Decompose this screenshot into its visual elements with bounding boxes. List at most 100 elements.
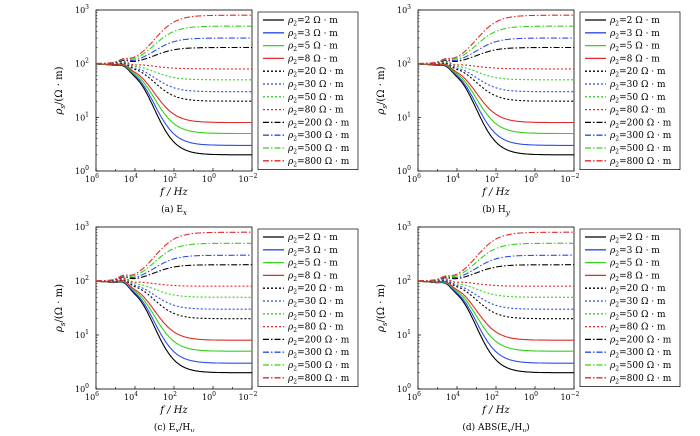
legend-label: ρ2=80 Ω · m xyxy=(287,323,344,335)
legend-label: ρ2=30 Ω · m xyxy=(287,80,344,92)
series-line-30 xyxy=(418,62,574,93)
legend-label: ρ2=50 Ω · m xyxy=(287,93,344,105)
legend-label: ρ2=800 Ω · m xyxy=(609,374,672,386)
series-line-50 xyxy=(418,278,574,298)
x-axis-label: f / Hz xyxy=(159,187,188,198)
y-tick-label: 100 xyxy=(397,383,411,394)
plot-frame xyxy=(417,9,575,172)
plot-frame xyxy=(417,226,575,390)
legend-label: ρ2=200 Ω · m xyxy=(609,335,672,347)
series-line-3 xyxy=(96,63,252,146)
series-line-20 xyxy=(96,62,252,102)
legend-label: ρ2=50 Ω · m xyxy=(609,310,666,322)
legend-label: ρ2=8 Ω · m xyxy=(609,54,660,66)
panel-4: 106 104 102 100 10−2 100 101 102 103 ρs/(Ω · m) f … xyxy=(376,221,681,435)
y-tick-label: 103 xyxy=(75,221,89,232)
x-tick-label: 10−2 xyxy=(560,391,579,402)
series-line-30 xyxy=(96,278,252,310)
series-line-500 xyxy=(418,242,574,282)
y-tick-label: 101 xyxy=(397,329,411,340)
panel-1: 106 104 102 100 10−2 100 101 102 103 ρs/(Ω · m) f … xyxy=(54,4,359,217)
series-line-30 xyxy=(96,62,252,93)
x-tick-label: 104 xyxy=(446,391,460,402)
series-line-5 xyxy=(418,280,574,352)
legend-label: ρ2=200 Ω · m xyxy=(609,118,672,129)
legend: ρ2=2 Ω · mρ2=3 Ω · mρ2=5 Ω · mρ2=8 Ω · m… xyxy=(257,228,359,387)
legend-label: ρ2=2 Ω · m xyxy=(609,233,660,245)
legend: ρ2=2 Ω · mρ2=3 Ω · mρ2=5 Ω · mρ2=8 Ω · m… xyxy=(579,228,681,387)
panel-3: 106 104 102 100 10−2 100 101 102 103 ρs/(Ω · m) f … xyxy=(54,221,359,435)
series-line-500 xyxy=(96,242,252,282)
panel-2: 106 104 102 100 10−2 100 101 102 103 ρs/(Ω · m) f … xyxy=(376,4,681,217)
panel-caption: (a) Ex xyxy=(161,204,187,217)
series-line-200 xyxy=(96,264,252,282)
panel-caption: (b) Hy xyxy=(482,204,511,217)
x-axis-label: f / Hz xyxy=(159,405,188,416)
legend-label: ρ2=8 Ω · m xyxy=(287,54,338,66)
legend: ρ2=2 Ω · mρ2=3 Ω · mρ2=5 Ω · mρ2=8 Ω · m… xyxy=(579,11,681,170)
legend-label: ρ2=5 Ω · m xyxy=(609,259,660,271)
x-tick-label: 106 xyxy=(407,173,421,184)
legend-label: ρ2=80 Ω · m xyxy=(287,106,344,118)
x-tick-label: 106 xyxy=(85,391,99,402)
series-line-50 xyxy=(418,61,574,81)
legend-label: ρ2=20 Ω · m xyxy=(287,67,344,79)
series-line-8 xyxy=(418,63,574,124)
legend-label: ρ2=300 Ω · m xyxy=(287,348,350,360)
x-tick-label: 106 xyxy=(407,391,421,402)
legend-label: ρ2=5 Ω · m xyxy=(609,42,660,54)
series-line-800 xyxy=(96,231,252,282)
y-tick-label: 103 xyxy=(397,4,411,15)
legend-label: ρ2=30 Ω · m xyxy=(609,297,666,309)
series-line-5 xyxy=(96,280,252,352)
x-axis-label: f / Hz xyxy=(481,405,510,416)
y-tick-label: 100 xyxy=(75,383,89,394)
legend-box xyxy=(257,228,359,387)
x-tick-label: 102 xyxy=(163,173,177,184)
legend-label: ρ2=5 Ω · m xyxy=(287,42,338,54)
series-line-800 xyxy=(418,14,574,65)
series-line-8 xyxy=(96,63,252,124)
legend-label: ρ2=500 Ω · m xyxy=(609,144,672,156)
x-tick-label: 100 xyxy=(202,391,216,402)
legend-label: ρ2=3 Ω · m xyxy=(287,29,338,41)
plot-frame xyxy=(95,226,253,390)
x-tick-label: 102 xyxy=(485,391,499,402)
legend-box xyxy=(257,11,359,170)
y-tick-label: 100 xyxy=(397,165,411,176)
series-line-500 xyxy=(418,25,574,65)
x-tick-label: 104 xyxy=(446,173,460,184)
legend-label: ρ2=200 Ω · m xyxy=(287,335,350,347)
panel-caption: (c) Ex/Hy xyxy=(154,422,195,432)
y-tick-label: 102 xyxy=(397,58,411,69)
x-tick-label: 10−2 xyxy=(238,173,257,184)
legend-label: ρ2=20 Ω · m xyxy=(609,284,666,296)
legend-label: ρ2=3 Ω · m xyxy=(609,29,660,41)
legend-label: ρ2=500 Ω · m xyxy=(287,144,350,156)
legend-box xyxy=(579,11,681,170)
legend-label: ρ2=200 Ω · m xyxy=(287,118,350,129)
y-tick-label: 102 xyxy=(75,275,89,286)
series-line-3 xyxy=(418,63,574,146)
legend-label: ρ2=300 Ω · m xyxy=(609,348,672,360)
legend-label: ρ2=5 Ω · m xyxy=(287,259,338,271)
x-tick-label: 102 xyxy=(485,173,499,184)
series-line-50 xyxy=(96,61,252,81)
y-tick-label: 100 xyxy=(75,165,89,176)
x-tick-label: 100 xyxy=(524,173,538,184)
series-line-8 xyxy=(96,280,252,341)
x-tick-label: 100 xyxy=(524,391,538,402)
series-line-800 xyxy=(418,231,574,282)
panel-caption: (d) ABS(Ex/Hy) xyxy=(462,422,529,432)
legend-label: ρ2=20 Ω · m xyxy=(609,67,666,79)
y-tick-label: 101 xyxy=(397,111,411,122)
x-tick-label: 104 xyxy=(124,391,138,402)
series-line-20 xyxy=(418,279,574,320)
legend-label: ρ2=50 Ω · m xyxy=(287,310,344,322)
legend-label: ρ2=2 Ω · m xyxy=(287,233,338,245)
legend-label: ρ2=3 Ω · m xyxy=(287,246,338,257)
y-axis-label: ρs/(Ω · m) xyxy=(376,66,389,115)
legend-label: ρ2=80 Ω · m xyxy=(609,323,666,335)
